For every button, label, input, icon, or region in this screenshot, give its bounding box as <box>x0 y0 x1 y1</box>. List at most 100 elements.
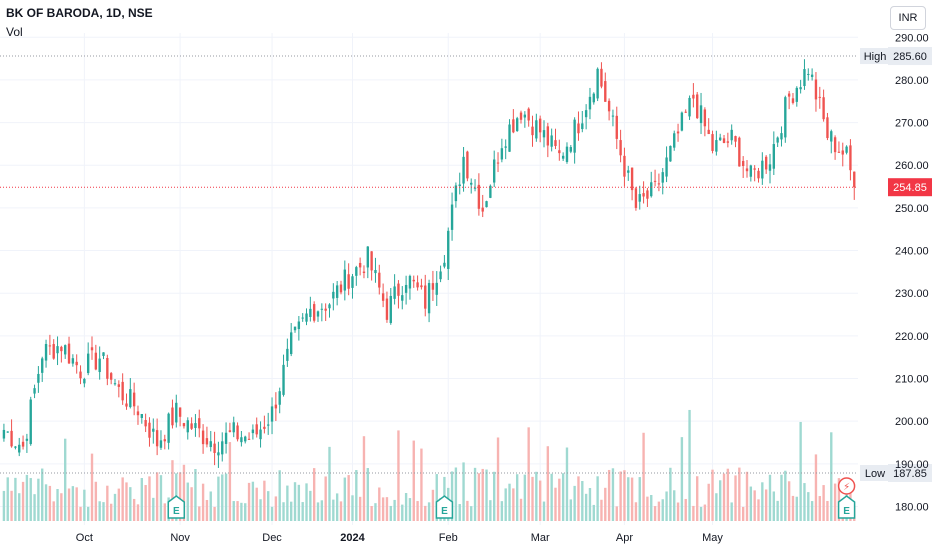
volume-bar <box>542 501 546 521</box>
volume-bar <box>94 481 98 521</box>
candle-body <box>561 155 565 159</box>
candle-body <box>810 74 814 77</box>
volume-bar <box>312 468 316 521</box>
candle-body <box>159 440 163 448</box>
candle-body <box>60 346 63 352</box>
volume-bar <box>263 480 266 521</box>
candle-body <box>14 446 17 448</box>
symbol-title: BK OF BARODA, 1D, NSE <box>6 6 153 20</box>
volume-bar <box>512 488 515 521</box>
candle-body <box>761 160 764 179</box>
volume-bar <box>343 477 347 521</box>
volume-bar <box>358 496 362 521</box>
candle-body <box>240 437 243 443</box>
x-tick-label: Apr <box>616 532 633 544</box>
volume-bar <box>416 501 419 521</box>
candle-body <box>362 271 366 273</box>
candle-body <box>301 317 304 319</box>
volume-bar <box>458 504 461 521</box>
candle-body <box>316 311 320 317</box>
candle-body <box>186 420 189 433</box>
candle-body <box>830 131 833 142</box>
volume-bar <box>424 505 427 521</box>
candle-body <box>696 94 699 119</box>
volume-bar <box>803 483 806 521</box>
price-axis[interactable]: 180.00 190.00 200.00 210.00 220.00 230.00 240.… <box>895 32 929 513</box>
candle-body <box>634 188 638 208</box>
volume-bar <box>232 501 235 521</box>
volume-bar <box>538 480 542 521</box>
volume-bar <box>837 478 841 521</box>
candle-body <box>588 96 592 110</box>
volume-bar <box>711 469 714 521</box>
volume-bar <box>224 473 228 521</box>
candle-body <box>527 108 530 121</box>
candle-body <box>849 145 852 171</box>
candle-body <box>772 144 776 169</box>
volume-bar <box>768 474 772 521</box>
volume-bar <box>504 488 507 521</box>
volume-bar <box>125 482 128 521</box>
candle-body <box>558 150 561 154</box>
event-markers[interactable]: E E E ⚡ <box>167 477 856 519</box>
earnings-marker[interactable]: E <box>435 495 454 519</box>
candle-body <box>144 420 147 427</box>
y-tick-label: 240.00 <box>895 246 929 258</box>
volume-bar <box>795 496 798 521</box>
candle-body <box>332 291 335 299</box>
volume-bar <box>523 474 527 521</box>
candle-body <box>688 97 691 117</box>
earnings-marker[interactable]: E <box>837 495 856 519</box>
candle-body <box>282 364 285 395</box>
volume-bar <box>159 475 163 521</box>
volume-bar <box>205 499 209 521</box>
earnings-marker[interactable]: E <box>167 495 186 519</box>
volume-bar <box>749 486 753 521</box>
volume-bar <box>90 453 94 521</box>
candle-body <box>818 96 821 98</box>
candle-body <box>734 136 737 142</box>
time-axis[interactable]: Oct Nov Dec 2024 Feb Mar Apr May <box>76 532 724 544</box>
volume-bar <box>374 503 377 521</box>
dividend-marker[interactable]: ⚡ <box>837 477 856 495</box>
currency-button[interactable]: INR <box>890 6 926 30</box>
candle-body <box>366 246 369 268</box>
candle-body <box>29 399 32 445</box>
candle-body <box>715 140 718 152</box>
volume-bar <box>719 480 722 521</box>
candle-body <box>182 423 186 427</box>
volume-bar <box>121 477 124 521</box>
candle-body <box>167 413 170 443</box>
volume-bar <box>791 495 795 521</box>
volume-bar <box>56 489 59 521</box>
candle-body <box>845 146 848 153</box>
volume-bar <box>485 469 488 521</box>
volume-bar <box>297 484 301 521</box>
candle-body <box>155 430 159 447</box>
candle-body <box>853 171 856 188</box>
candle-body <box>665 157 668 177</box>
candle-body <box>259 429 262 440</box>
x-tick-label: Mar <box>531 532 550 544</box>
candle-body <box>293 326 297 331</box>
candle-body <box>554 140 557 147</box>
candle-body <box>726 141 730 143</box>
candle-body <box>642 193 645 197</box>
candle-body <box>244 436 247 442</box>
candle-body <box>787 93 791 97</box>
candle-body <box>741 160 745 167</box>
volume-bar <box>113 493 117 521</box>
marker-lines: High 285.60 254.85 Low 187.85 <box>0 47 932 482</box>
low-marker-value-bg <box>888 463 932 482</box>
candle-body <box>512 119 515 133</box>
last-price-value: 254.85 <box>893 182 927 194</box>
volume-bar <box>117 488 121 521</box>
candle-body <box>489 185 492 198</box>
candle-body <box>355 267 358 276</box>
high-marker-value: 285.60 <box>893 51 927 63</box>
candle-body <box>297 321 301 330</box>
candle-body <box>148 422 151 438</box>
candle-body <box>757 170 760 179</box>
volume-bar <box>106 485 109 521</box>
